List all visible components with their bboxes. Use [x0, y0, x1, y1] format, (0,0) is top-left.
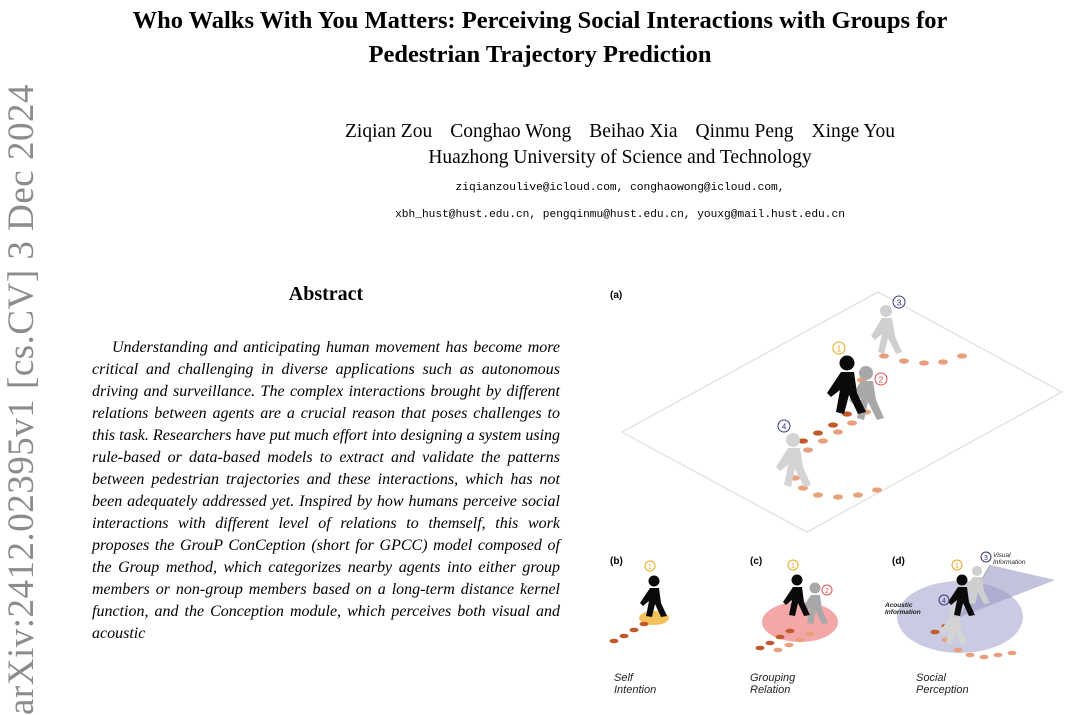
author-list: Ziqian Zou Conghao Wong Beihao Xia Qinmu Pe…	[170, 118, 1070, 146]
marker-4-icon: 4	[777, 419, 791, 433]
affiliation: Huazhong University of Science and Techn…	[428, 147, 812, 168]
author: Xinge You	[811, 121, 895, 142]
author: Beihao Xia	[589, 121, 678, 142]
walker-c1-icon	[783, 574, 810, 616]
author: Qinmu Peng	[695, 121, 794, 142]
marker-4-icon: 4	[938, 594, 950, 606]
svg-text:4: 4	[782, 422, 787, 432]
email-line-1: ziqianzoulive@icloud.com, conghaowong@ic…	[455, 182, 785, 194]
marker-1-icon: 1	[644, 560, 656, 572]
svg-text:2: 2	[879, 375, 884, 385]
marker-2-icon: 2	[874, 372, 888, 386]
walker-1-icon	[827, 355, 866, 414]
panel-label-a: (a)	[610, 290, 623, 301]
title-line-2: Pedestrian Trajectory Prediction	[368, 41, 712, 68]
caption-grouping-relation: Grouping Relation	[750, 672, 796, 696]
plane-shadow	[622, 432, 810, 535]
panel-b: 1	[609, 560, 669, 644]
walker-b-icon	[640, 575, 667, 617]
acoustic-information-label: Acoustic Information	[885, 602, 921, 616]
paper-title: Who Walks With You Matters: Perceiving S…	[95, 4, 985, 72]
walker-d3-icon	[963, 566, 990, 604]
title-line-1: Who Walks With You Matters: Perceiving S…	[132, 7, 948, 34]
marker-1-icon: 1	[832, 341, 846, 355]
panel-label-b: (b)	[610, 556, 623, 567]
panel-label-d: (d)	[892, 556, 905, 567]
walker-3-icon	[871, 305, 902, 354]
svg-text:4: 4	[942, 598, 946, 605]
svg-text:2: 2	[825, 588, 829, 595]
author: Conghao Wong	[450, 121, 572, 142]
arxiv-stamp: arXiv:2412.02395v1 [cs.CV] 3 Dec 2024	[1, 84, 42, 715]
caption-social-perception: Social Perception	[916, 672, 969, 696]
marker-2-icon: 2	[821, 584, 833, 596]
abstract-text: Understanding and anticipating human mov…	[92, 339, 560, 642]
svg-text:3: 3	[984, 555, 988, 562]
abstract-heading: Abstract	[288, 283, 364, 305]
walker-2-icon	[849, 366, 884, 420]
email-line-2: xbh_hust@hust.edu.cn, pengqinmu@hust.edu…	[395, 209, 845, 221]
walker-d1-icon	[948, 574, 975, 616]
marker-3-icon: 3	[892, 295, 906, 309]
panel-label-c: (c)	[750, 556, 763, 567]
visual-information-label: Visual Information	[993, 552, 1026, 566]
svg-text:1: 1	[648, 564, 652, 571]
walker-c2-icon	[801, 582, 828, 624]
author: Ziqian Zou	[345, 121, 433, 142]
svg-text:1: 1	[837, 344, 842, 354]
marker-1-icon: 1	[787, 559, 799, 571]
svg-text:1: 1	[955, 563, 959, 570]
marker-1-icon: 1	[951, 559, 963, 571]
panel-d: 1 3 4	[897, 551, 1055, 660]
svg-text:1: 1	[791, 563, 795, 570]
figure-illustration: 1 2 3 4 1	[609, 291, 1064, 660]
marker-3-icon: 3	[980, 551, 992, 563]
caption-self-intention: Self Intention	[614, 672, 657, 696]
walker-4-icon	[776, 433, 811, 487]
panel-c: 1 2	[755, 559, 838, 653]
svg-text:3: 3	[897, 298, 902, 308]
